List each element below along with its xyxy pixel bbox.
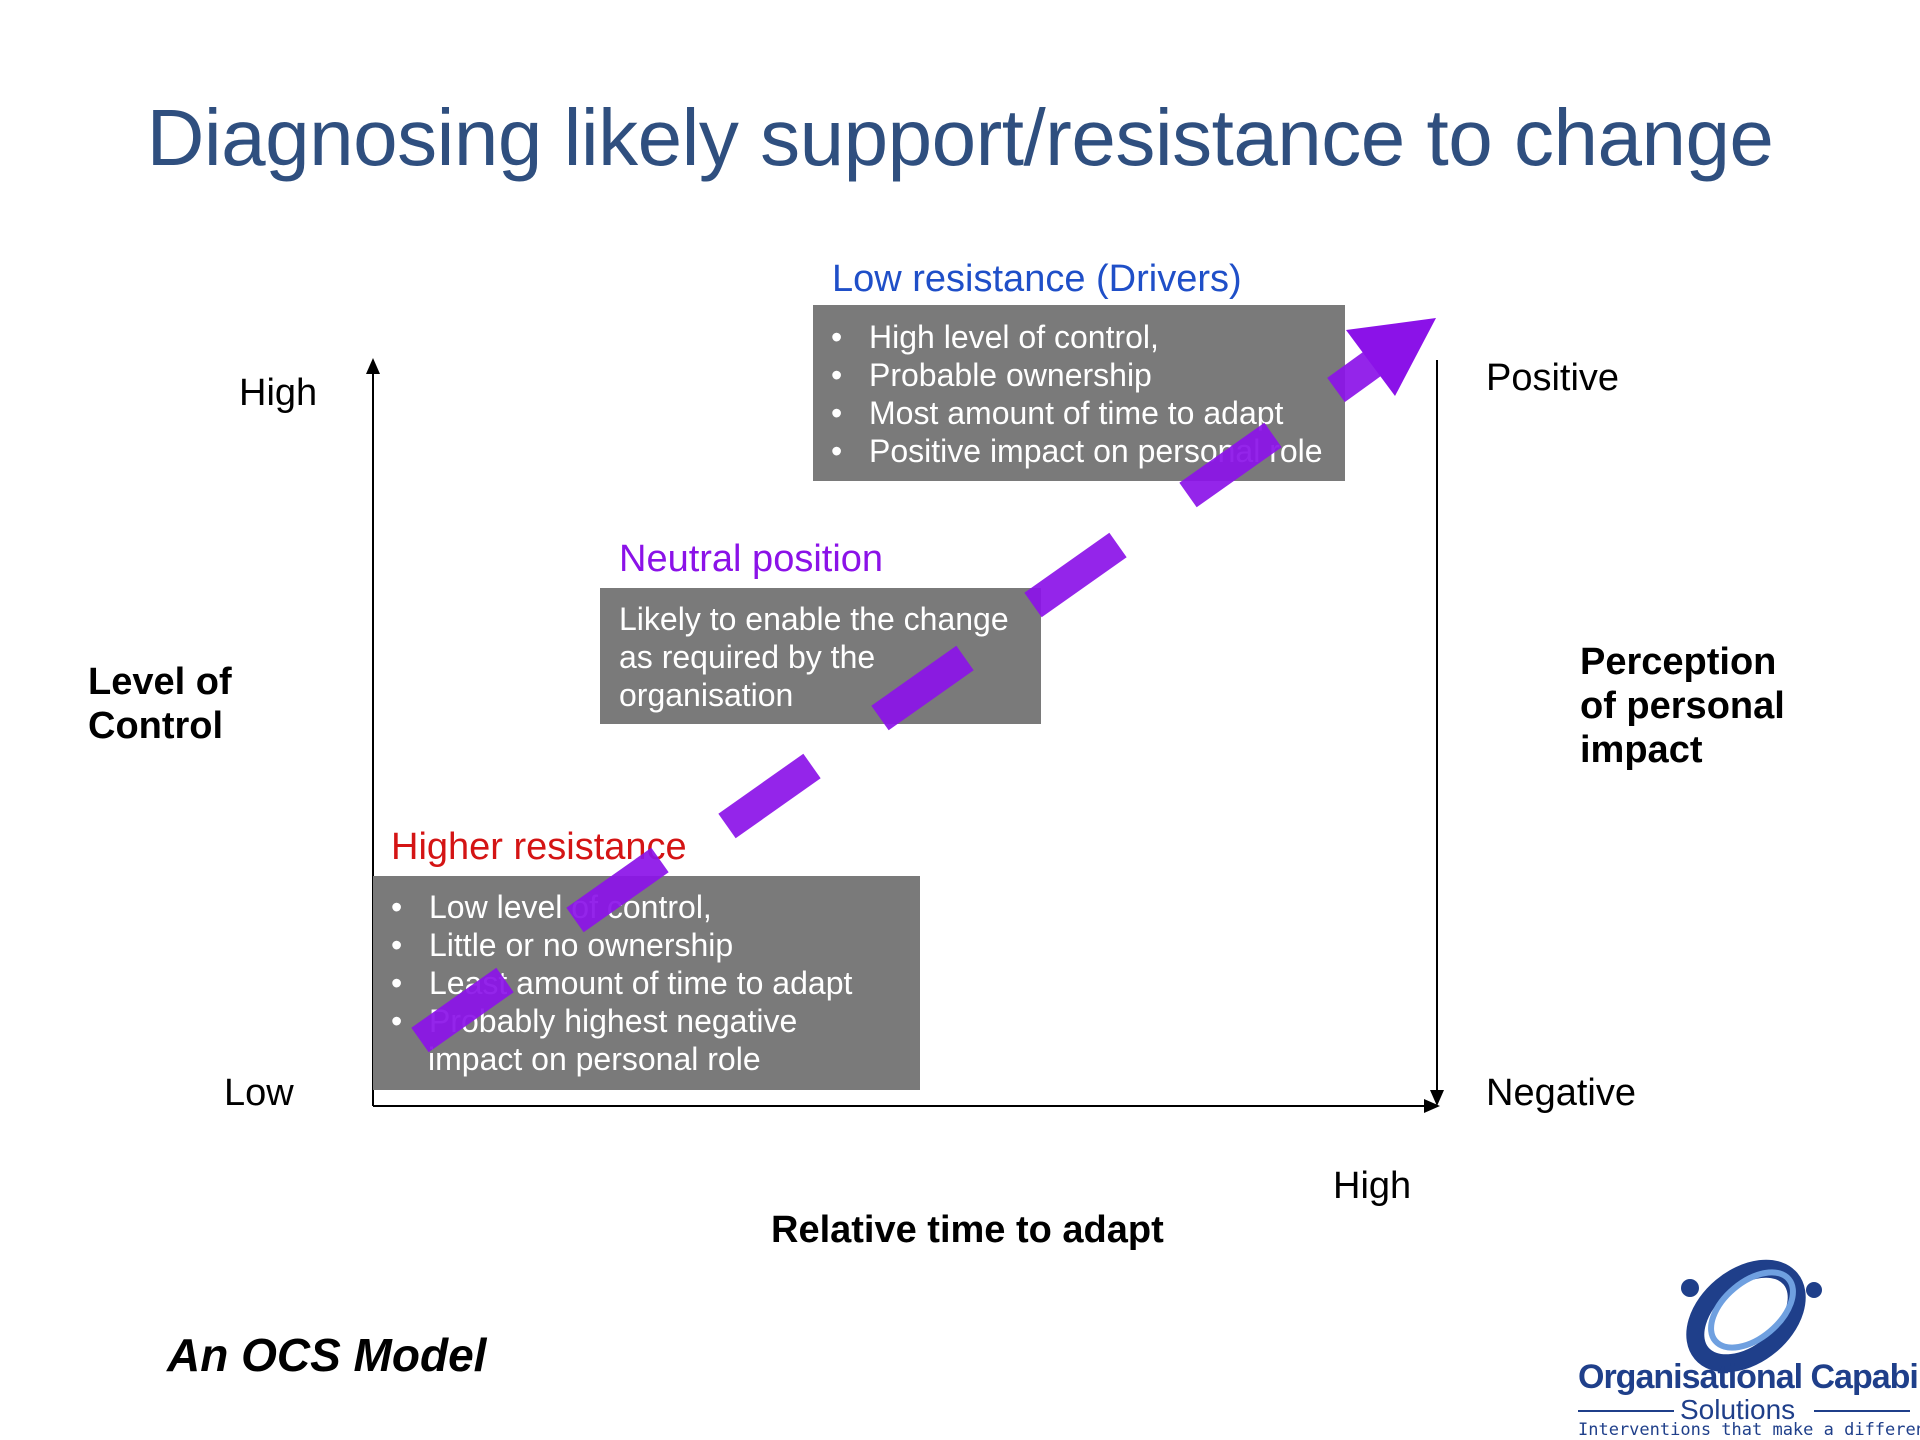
higher-item-continuation: impact on personal role bbox=[428, 1041, 761, 1077]
trend-arrow-dash bbox=[566, 847, 669, 933]
trend-arrow-dash bbox=[411, 967, 514, 1053]
left-axis-high-label: High bbox=[239, 372, 318, 414]
right-axis-title: Perception of personal impact bbox=[1580, 640, 1785, 772]
low-item: Probable ownership bbox=[813, 356, 1345, 394]
bottom-axis-high-label: High bbox=[1333, 1165, 1412, 1207]
right-axis-arrowhead bbox=[1430, 1090, 1444, 1106]
bottom-axis-title: Relative time to adapt bbox=[771, 1209, 1164, 1251]
right-axis-title-line: impact bbox=[1580, 729, 1703, 771]
right-axis-title-line: Perception bbox=[1580, 641, 1777, 683]
trend-arrow-dashes bbox=[411, 351, 1381, 1053]
trend-arrow-dash bbox=[871, 645, 974, 731]
right-axis-top-label: Positive bbox=[1486, 357, 1620, 399]
ocs-logo: Organisational Capability Solutions Inte… bbox=[1574, 1248, 1920, 1440]
low-item: Most amount of time to adapt bbox=[813, 394, 1345, 432]
bottom-axis-arrowhead bbox=[1424, 1099, 1440, 1113]
ocs-logo-mark bbox=[1681, 1259, 1822, 1373]
logo-sub-row: Solutions bbox=[1578, 1394, 1910, 1425]
logo-name: Organisational Capability bbox=[1578, 1358, 1920, 1396]
higher-item: Little or no ownership bbox=[373, 926, 920, 964]
left-axis-title-line: Control bbox=[88, 705, 224, 747]
neutral-box: Likely to enable the change as required … bbox=[600, 588, 1041, 724]
left-axis-title: Level of Control bbox=[88, 660, 232, 748]
trend-arrow-head bbox=[1346, 318, 1436, 396]
page-title: Diagnosing likely support/resistance to … bbox=[146, 93, 1774, 182]
trend-arrow-dash bbox=[718, 753, 821, 839]
right-axis-title-line: of personal bbox=[1580, 685, 1785, 727]
trend-arrow-dash bbox=[1327, 351, 1381, 403]
logo-tagline: Interventions that make a difference bbox=[1578, 1420, 1920, 1440]
logo-rule-left bbox=[1578, 1410, 1674, 1412]
logo-sub: Solutions bbox=[1680, 1394, 1796, 1425]
left-axis-title-line: Level of bbox=[88, 661, 232, 703]
right-axis-bottom-label: Negative bbox=[1486, 1072, 1636, 1114]
left-axis-arrowhead bbox=[366, 358, 380, 374]
low-resistance-heading: Low resistance (Drivers) bbox=[832, 258, 1242, 300]
neutral-text-line: Likely to enable the change bbox=[619, 601, 1009, 637]
left-axis-low-label: Low bbox=[224, 1072, 294, 1114]
trend-arrow-dash bbox=[1024, 532, 1127, 618]
neutral-text-line: organisation bbox=[619, 677, 794, 713]
neutral-heading: Neutral position bbox=[619, 538, 884, 580]
low-item: High level of control, bbox=[813, 318, 1345, 356]
neutral-text-line: as required by the bbox=[619, 639, 876, 675]
trend-arrow-dash bbox=[1179, 422, 1282, 508]
higher-item: Probably highest negative bbox=[373, 1002, 920, 1040]
model-label: An OCS Model bbox=[167, 1329, 487, 1381]
logo-rule-right bbox=[1814, 1410, 1910, 1412]
